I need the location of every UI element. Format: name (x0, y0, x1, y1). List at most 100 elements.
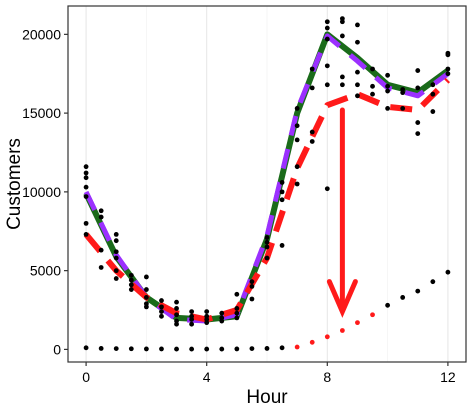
data-point (159, 298, 164, 303)
data-point (128, 272, 134, 278)
y-axis: 0 5000 10000 15000 20000 (22, 26, 68, 357)
data-point (279, 345, 285, 351)
data-point (400, 90, 406, 96)
data-point (143, 295, 149, 300)
x-tick-label: 8 (323, 369, 331, 385)
data-point (234, 346, 240, 352)
data-point (415, 85, 421, 91)
data-point (98, 214, 104, 220)
data-point (113, 249, 119, 255)
data-point (219, 346, 225, 352)
data-point (309, 85, 315, 91)
data-point (264, 235, 270, 240)
x-tick-label: 4 (203, 369, 211, 385)
data-point (445, 71, 451, 77)
data-point (234, 310, 240, 316)
data-point (430, 91, 436, 97)
data-point (159, 309, 164, 314)
data-point (339, 74, 345, 80)
data-point (355, 22, 360, 28)
data-point (83, 345, 89, 351)
data-point (415, 120, 421, 125)
data-point (294, 123, 300, 129)
data-point (309, 139, 315, 144)
data-point-red (355, 320, 360, 326)
y-tick-label: 10000 (22, 184, 61, 200)
data-point (415, 288, 421, 294)
data-point (219, 318, 225, 324)
data-point (113, 238, 119, 244)
data-point (415, 131, 421, 136)
data-point (309, 66, 315, 72)
data-point (128, 287, 134, 292)
data-point (279, 189, 285, 195)
data-point (98, 208, 104, 214)
data-point (355, 69, 360, 75)
data-point-red (370, 312, 375, 318)
data-point (324, 186, 330, 192)
data-point (339, 33, 345, 39)
data-point-red (324, 334, 330, 340)
data-point (385, 72, 391, 78)
data-point (370, 91, 375, 97)
data-point (294, 164, 300, 170)
data-point (324, 63, 330, 69)
data-point (83, 194, 89, 200)
data-point (385, 302, 391, 308)
data-point (324, 25, 330, 31)
data-point (204, 346, 210, 352)
data-point (174, 321, 179, 327)
data-point (98, 265, 104, 270)
data-point (355, 39, 360, 45)
data-point (264, 239, 270, 245)
data-point (249, 346, 255, 352)
y-tick-label: 5000 (30, 263, 61, 279)
data-point (143, 346, 149, 352)
x-tick-label: 0 (82, 369, 90, 385)
data-point (324, 82, 330, 88)
data-point (385, 83, 391, 89)
data-point (98, 346, 104, 351)
data-point (128, 277, 134, 283)
plot-border (67, 5, 467, 363)
data-point (83, 184, 89, 190)
data-point-red (339, 328, 345, 333)
data-point (445, 66, 451, 72)
data-point (370, 66, 375, 72)
data-point (279, 197, 285, 203)
x-axis-title: Hour (246, 387, 288, 408)
data-point (204, 320, 210, 326)
data-point (430, 279, 436, 285)
data-point (174, 299, 179, 305)
data-point (324, 19, 330, 25)
data-point (355, 93, 360, 99)
y-tick-label: 20000 (22, 26, 61, 42)
data-point (83, 170, 89, 176)
data-point (339, 19, 345, 25)
x-axis: 0 4 8 12 (82, 362, 456, 385)
y-axis-title: Customers (4, 138, 25, 230)
data-point (279, 180, 285, 185)
data-point (143, 274, 149, 280)
data-point (234, 315, 240, 321)
data-point (189, 321, 195, 327)
data-point (128, 282, 134, 288)
data-point (113, 346, 119, 352)
data-point (219, 310, 225, 316)
data-point (264, 346, 270, 351)
data-point (83, 220, 89, 226)
data-point (174, 312, 179, 318)
annotation (326, 107, 358, 318)
data-point (415, 68, 421, 73)
data-point (234, 306, 240, 311)
data-point (249, 296, 255, 302)
y-tick-label: 15000 (22, 105, 61, 121)
data-point (385, 105, 391, 111)
data-point (98, 247, 104, 253)
data-point (159, 346, 164, 352)
data-point (355, 82, 360, 88)
data-point (309, 129, 315, 135)
arrow-head (326, 279, 358, 318)
